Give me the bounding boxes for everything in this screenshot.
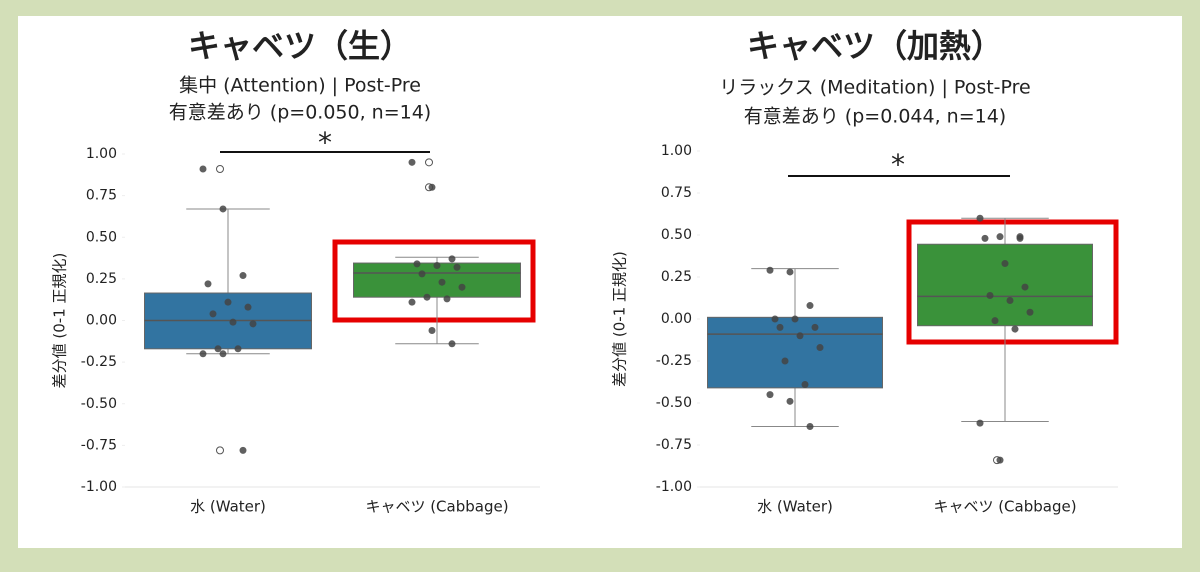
point	[443, 295, 451, 303]
chart-title: キャベツ（加熱）	[747, 27, 1003, 65]
y-tick-label: 0.00	[661, 311, 692, 327]
point	[766, 266, 774, 274]
point	[234, 345, 242, 353]
x-tick-label: キャベツ (Cabbage)	[365, 498, 508, 516]
point	[786, 268, 794, 276]
point	[1011, 325, 1019, 333]
y-tick-label: -0.75	[656, 437, 692, 453]
point	[776, 323, 784, 331]
point	[413, 260, 421, 268]
y-tick-label: 1.00	[661, 143, 692, 159]
highlight	[332, 239, 536, 323]
point	[781, 357, 789, 365]
point	[204, 280, 212, 288]
y-tick-label: 0.25	[661, 269, 692, 285]
x-tick-label: 水 (Water)	[757, 498, 833, 516]
box	[707, 316, 883, 389]
point	[199, 165, 207, 173]
point	[438, 278, 446, 286]
point	[766, 391, 774, 399]
y-tick-label: 1.00	[86, 146, 117, 162]
point	[249, 320, 257, 328]
y-tick-label: -0.50	[81, 396, 117, 412]
point	[408, 298, 416, 306]
annotation: 有意差あり (p=0.050, n=14)	[169, 102, 431, 124]
point	[219, 350, 227, 358]
point	[229, 318, 237, 326]
chart-subtitle: リラックス (Meditation) | Post-Pre	[719, 77, 1031, 99]
point	[786, 397, 794, 405]
point	[239, 446, 247, 454]
point	[244, 303, 252, 311]
point	[1001, 260, 1009, 268]
outlier	[216, 164, 224, 173]
point	[806, 423, 814, 431]
outlier	[425, 158, 433, 167]
point	[428, 183, 436, 191]
point	[996, 456, 1004, 464]
point	[209, 310, 217, 318]
y-tick-label: -0.25	[81, 354, 117, 370]
point	[801, 381, 809, 389]
point	[423, 293, 431, 301]
point	[433, 262, 441, 270]
significance-star: *	[318, 126, 332, 159]
point	[996, 233, 1004, 241]
point	[408, 158, 416, 166]
point	[1021, 283, 1029, 291]
y-tick-label: 0.75	[86, 188, 117, 204]
point	[448, 340, 456, 348]
box	[917, 243, 1093, 327]
significance-star: *	[891, 148, 905, 181]
point	[976, 419, 984, 427]
y-tick-label: -0.25	[656, 353, 692, 369]
point	[771, 315, 779, 323]
y-tick-label: -0.75	[81, 437, 117, 453]
chart-subtitle: 集中 (Attention) | Post-Pre	[179, 75, 421, 97]
x-tick-label: キャベツ (Cabbage)	[933, 498, 1076, 516]
point	[1006, 297, 1014, 305]
y-axis-label: 差分値 (0-1 正規化)	[51, 253, 69, 389]
y-tick-label: -1.00	[656, 479, 692, 495]
point	[816, 344, 824, 352]
y-tick-label: 0.25	[86, 271, 117, 287]
point	[418, 270, 426, 278]
y-tick-label: 0.50	[86, 229, 117, 245]
point	[458, 283, 466, 291]
y-axis-label: 差分値 (0-1 正規化)	[611, 251, 629, 387]
point	[219, 205, 227, 213]
highlight	[906, 219, 1119, 345]
point	[991, 317, 999, 325]
point	[1016, 233, 1024, 241]
point	[428, 326, 436, 334]
point	[214, 345, 222, 353]
y-tick-label: 0.00	[86, 313, 117, 329]
y-tick-label: -0.50	[656, 395, 692, 411]
point	[224, 298, 232, 306]
point	[199, 350, 207, 358]
point	[981, 234, 989, 242]
point	[806, 302, 814, 310]
y-tick-label: 0.50	[661, 227, 692, 243]
point	[448, 255, 456, 263]
point	[811, 323, 819, 331]
y-tick-label: 0.75	[661, 185, 692, 201]
chart-title: キャベツ（生）	[188, 27, 412, 65]
point	[791, 315, 799, 323]
point	[239, 272, 247, 280]
point	[986, 291, 994, 299]
point	[1026, 308, 1034, 316]
point	[453, 263, 461, 271]
point	[796, 332, 804, 340]
outlier	[216, 446, 224, 455]
y-tick-label: -1.00	[81, 479, 117, 495]
point	[976, 214, 984, 222]
annotation: 有意差あり (p=0.044, n=14)	[744, 106, 1006, 128]
x-tick-label: 水 (Water)	[190, 498, 266, 516]
